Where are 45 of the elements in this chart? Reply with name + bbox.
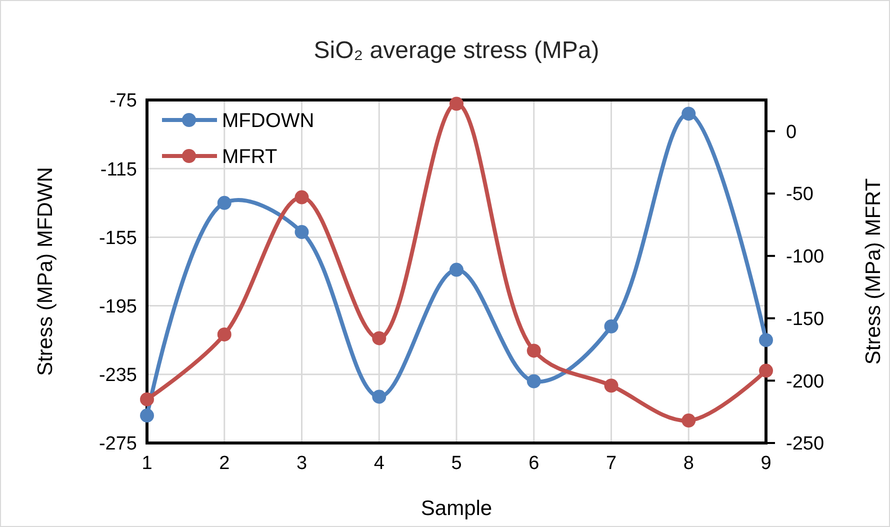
x-tick-label: 5 [451, 453, 462, 474]
point [682, 106, 696, 121]
x-axis-title: Sample [420, 497, 492, 520]
point [450, 96, 464, 111]
point [217, 327, 232, 342]
x-tick-label: 1 [142, 453, 152, 474]
point [140, 408, 154, 423]
y2-tick-label: -100 [786, 246, 824, 268]
y2-tick-label: 0 [786, 122, 797, 143]
point [217, 196, 232, 210]
point [759, 364, 773, 378]
point [759, 333, 773, 348]
y-axis-title: Stress (MPa) MFDWN [34, 167, 57, 376]
x-tick-label: 6 [528, 453, 540, 474]
y-tick-label: -155 [98, 228, 137, 249]
x-tick-label: 7 [606, 453, 617, 474]
point [372, 390, 386, 404]
x-tick-label: 9 [760, 453, 772, 474]
x-tick-label: 4 [374, 453, 385, 474]
y-tick-label: -235 [98, 365, 137, 386]
point [526, 374, 541, 388]
point [526, 344, 541, 358]
point [450, 262, 464, 277]
y-tick-label: -275 [98, 434, 137, 455]
x-tick-label: 3 [296, 453, 308, 474]
point [604, 378, 618, 393]
point [682, 414, 696, 428]
point [372, 331, 386, 346]
y2-tick-label: -200 [786, 371, 824, 392]
y-tick-label: -195 [98, 296, 137, 318]
x-tick-label: 8 [683, 453, 694, 474]
y2-tick-label: -250 [786, 434, 824, 455]
x-tick-label: 2 [219, 453, 230, 474]
legend-label: MFDOWN [222, 110, 314, 132]
point [294, 190, 309, 204]
point [604, 319, 618, 334]
legend-label: MFRT [222, 146, 278, 168]
point [140, 392, 154, 406]
y2-tick-label: -150 [786, 308, 824, 330]
y2-axis-title: Stress (MPa) MFRT [862, 178, 885, 365]
chart-title: SiO₂ average stress (MPa) [314, 37, 600, 64]
point [294, 225, 309, 240]
y-tick-label: -75 [110, 90, 137, 112]
y-tick-label: -115 [100, 159, 137, 180]
y2-tick-label: -50 [786, 184, 814, 206]
